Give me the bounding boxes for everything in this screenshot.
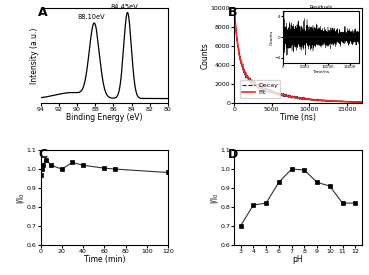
X-axis label: Time (ns): Time (ns) (280, 113, 316, 122)
Legend: Decay, Fit: Decay, Fit (240, 80, 280, 98)
Text: 84.45eV: 84.45eV (111, 4, 139, 10)
Y-axis label: I/I₀: I/I₀ (210, 192, 219, 203)
X-axis label: Binding Energy (eV): Binding Energy (eV) (66, 113, 142, 122)
X-axis label: pH: pH (293, 255, 303, 264)
Y-axis label: Intensity (a.u.): Intensity (a.u.) (30, 28, 39, 84)
Text: A: A (38, 6, 48, 19)
Text: D: D (228, 148, 238, 161)
Y-axis label: I/I₀: I/I₀ (16, 192, 25, 203)
X-axis label: Time (min): Time (min) (83, 255, 125, 264)
Y-axis label: Counts: Counts (200, 42, 209, 69)
Text: C: C (38, 148, 47, 161)
Text: 88.10eV: 88.10eV (78, 14, 106, 20)
Text: B: B (228, 6, 237, 19)
